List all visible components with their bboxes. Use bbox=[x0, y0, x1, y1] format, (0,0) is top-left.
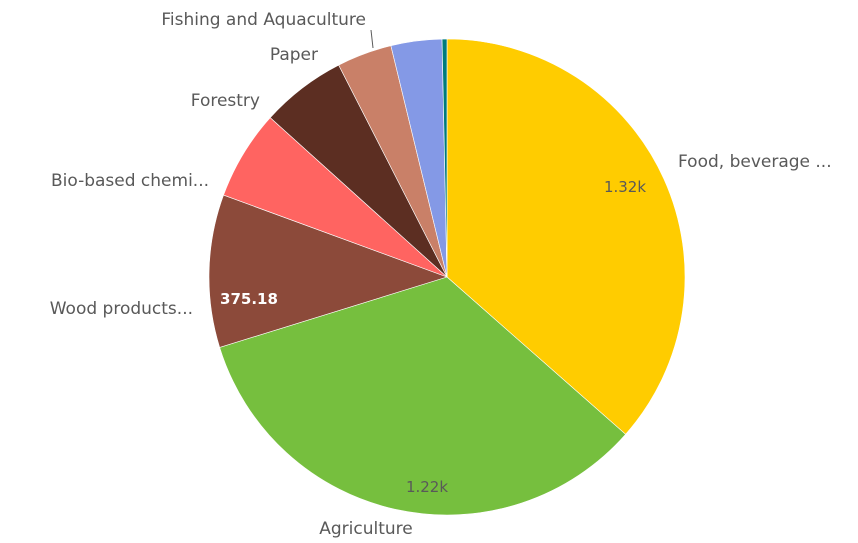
label-agriculture: Agriculture bbox=[319, 519, 413, 539]
leader-lines bbox=[370, 29, 374, 49]
label-wood-products: Wood products... bbox=[50, 299, 193, 319]
pie-slice-agriculture[interactable] bbox=[219, 276, 627, 516]
leader-line-fishing bbox=[370, 29, 374, 49]
pie-slices bbox=[208, 38, 686, 516]
pie-slice-food-beverage[interactable] bbox=[446, 38, 686, 435]
label-paper: Paper bbox=[270, 45, 318, 65]
label-fishing-aquaculture: Fishing and Aquaculture bbox=[161, 10, 366, 30]
value-label-wood-products: 375.18 bbox=[220, 290, 278, 308]
label-forestry: Forestry bbox=[191, 91, 260, 111]
label-food-beverage: Food, beverage ... bbox=[678, 152, 832, 172]
value-labels: 1.32k 1.22k 375.18 bbox=[220, 178, 646, 496]
pie-slice-fishing-and-aquaculture[interactable] bbox=[441, 38, 448, 278]
label-bio-based-chemicals: Bio-based chemi... bbox=[51, 171, 209, 191]
value-label-agriculture: 1.22k bbox=[406, 478, 448, 496]
category-labels: Food, beverage ... Agriculture Wood prod… bbox=[50, 10, 832, 539]
pie-slice-wood-products[interactable] bbox=[208, 194, 448, 348]
value-label-food-beverage: 1.32k bbox=[604, 178, 646, 196]
